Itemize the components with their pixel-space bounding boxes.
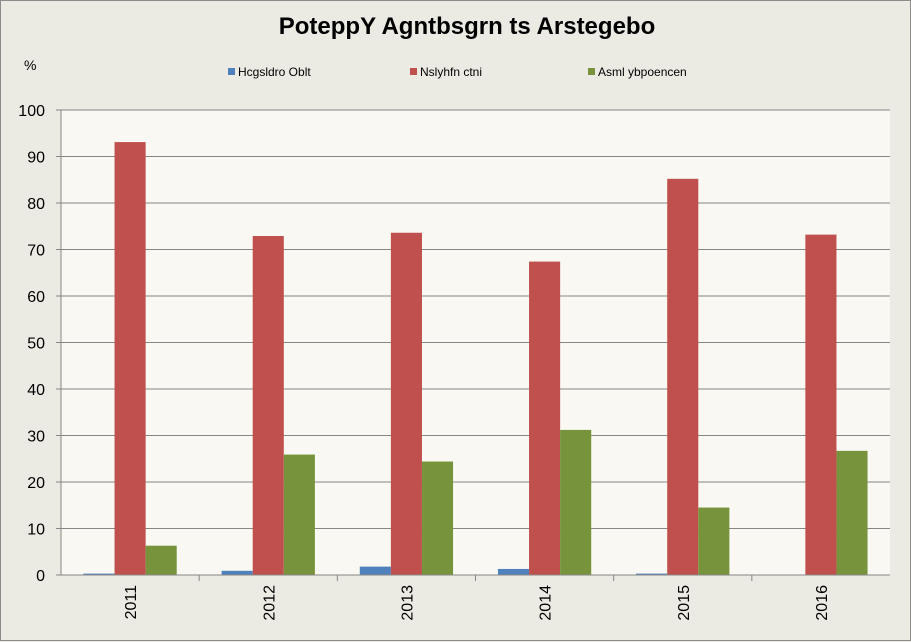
- chart-title: PoteppY Agntbsgrn ts Arstegebo: [279, 13, 655, 40]
- bar: [283, 454, 315, 575]
- y-tick-labels: 0 10 20 30 40 50 60 70 80 90 100: [18, 103, 45, 585]
- y-tick-label: 10: [27, 522, 45, 539]
- y-tick-label: 70: [27, 243, 45, 260]
- legend-swatch: [588, 68, 595, 75]
- y-tick-label: 40: [27, 382, 45, 399]
- bar: [560, 429, 592, 575]
- y-tick-label: 50: [27, 336, 45, 353]
- bar: [667, 178, 699, 575]
- y-tick-label: 90: [27, 150, 45, 167]
- bar: [421, 461, 454, 575]
- x-tick-label: 2014: [538, 585, 555, 621]
- y-tick-label: 20: [27, 475, 45, 492]
- axes: [56, 109, 890, 581]
- y-tick-label: 30: [27, 429, 45, 446]
- gridlines: [61, 109, 890, 529]
- y-tick-label: 80: [27, 196, 45, 213]
- x-tick-label: 2013: [399, 585, 416, 621]
- legend-label: Nslyhfn ctni: [420, 65, 482, 79]
- bar: [529, 261, 561, 575]
- bar: [145, 545, 177, 575]
- legend-swatch: [410, 68, 417, 75]
- bar: [390, 232, 422, 575]
- x-tick-labels: 2011 2012 2013 2014 2015 2016: [123, 585, 831, 621]
- legend-swatch: [228, 68, 235, 75]
- bar: [836, 450, 868, 575]
- legend: Hcgsldro Oblt Nslyhfn ctni Asml ybpoencen: [228, 65, 687, 79]
- bar: [359, 566, 391, 575]
- legend-label: Hcgsldro Oblt: [238, 65, 311, 79]
- bar: [636, 573, 668, 575]
- y-tick-label: 100: [18, 103, 45, 120]
- y-tick-label: 60: [27, 289, 45, 306]
- bar: [114, 142, 146, 575]
- x-tick-label: 2012: [261, 585, 278, 621]
- bars: [83, 142, 868, 575]
- x-tick-label: 2015: [676, 585, 693, 621]
- bar: [805, 234, 837, 575]
- bar: [698, 507, 730, 575]
- legend-label: Asml ybpoencen: [598, 65, 687, 79]
- bar: [497, 568, 530, 575]
- bar: [221, 570, 253, 575]
- x-tick-label: 2011: [123, 585, 140, 620]
- bar: [83, 573, 115, 575]
- bar: [252, 236, 284, 575]
- x-tick-label: 2016: [814, 585, 831, 621]
- y-tick-label: 0: [36, 568, 45, 585]
- y-axis-label: %: [24, 57, 36, 73]
